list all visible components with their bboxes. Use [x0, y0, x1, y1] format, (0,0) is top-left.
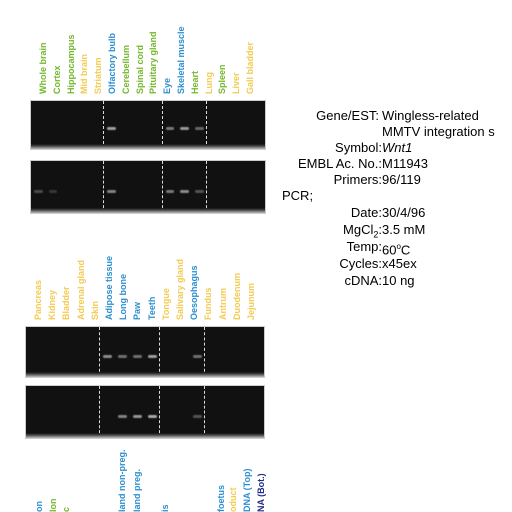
middle-lane-label: Teeth	[146, 296, 157, 320]
date-value: 30/4/96	[382, 205, 426, 220]
bottom-lane-label: on	[34, 501, 44, 512]
middle-lane-label: Paw	[132, 301, 143, 320]
mgcl-key: MgCl2:	[343, 222, 382, 240]
gel-primer-front	[26, 433, 264, 438]
lane-divider	[203, 386, 205, 438]
gel-band	[192, 354, 202, 358]
gene-value-line1: Wingless-related	[382, 108, 479, 123]
middle-lane-label: Salivary gland	[175, 258, 185, 320]
gel-band	[180, 189, 189, 193]
gel-band	[147, 414, 157, 418]
gel-primer-front	[31, 208, 265, 213]
bottom-lane-label: lon	[48, 498, 58, 512]
gel-band	[194, 189, 204, 193]
gel-primer-front	[26, 372, 264, 377]
lane-divider	[205, 161, 207, 213]
lane-divider	[161, 101, 163, 149]
gel-band	[165, 189, 175, 193]
symbol-key: Symbol:	[335, 140, 382, 155]
middle-lane-label: Antrum	[217, 288, 228, 320]
lane-divider	[203, 327, 205, 377]
gene-value-line2: MMTV integration s	[382, 124, 495, 139]
middle-lane-label: Bladder	[61, 286, 72, 320]
gel-band	[118, 414, 128, 418]
middle-lane-label: Long bone	[118, 274, 129, 320]
lane-divider	[205, 101, 207, 149]
gel-band	[194, 127, 204, 131]
bottom-lane-label: DNA (Top)	[242, 468, 252, 512]
bottom-lane-label: foetus	[216, 485, 226, 512]
lane-divider	[99, 386, 101, 438]
cycles-value: x45ex	[382, 256, 417, 271]
gel-band	[107, 189, 116, 193]
gel-panel-middle-1	[25, 326, 265, 378]
gel-panel-top-2	[30, 160, 266, 214]
embl-value: M11943	[382, 156, 429, 171]
mgcl-value: 3.5 mM	[382, 222, 426, 237]
lane-divider	[103, 101, 105, 149]
lane-divider	[161, 161, 163, 213]
gel-band	[133, 414, 143, 418]
middle-lane-labels: Pancreas Kidney Bladder Adrenal gland Skin Ad…	[0, 0, 270, 320]
gel-primer-front	[31, 144, 265, 149]
gel-panel-middle-2	[25, 385, 265, 439]
primers-value: 96/119	[382, 172, 421, 187]
middle-lane-label: Tongue	[160, 288, 171, 320]
lane-divider	[103, 161, 105, 213]
middle-lane-label: Kidney	[47, 289, 58, 320]
date-key: Date:	[350, 205, 382, 220]
bottom-lane-label: land non-preg.	[117, 449, 127, 512]
gel-panel-top-1	[30, 100, 266, 150]
pcr-label: PCR;	[282, 188, 314, 203]
lane-divider	[158, 386, 160, 438]
cdna-value: 10 ng	[382, 273, 415, 288]
bottom-lane-label: is	[160, 504, 170, 512]
gel-band	[165, 127, 175, 131]
gel-band	[147, 354, 157, 358]
symbol-value: Wnt1	[382, 140, 413, 155]
bottom-lane-label: land preg.	[132, 468, 142, 512]
middle-lane-label: Skin	[89, 300, 100, 320]
temp-value: 60oC	[382, 242, 411, 258]
middle-lane-label: Adrenal gland	[75, 259, 86, 320]
gel-band	[118, 354, 128, 358]
cdna-key: cDNA:	[344, 273, 382, 288]
gel-band	[133, 354, 143, 358]
gel-band	[107, 127, 116, 131]
gel-band	[103, 354, 113, 358]
gel-band	[48, 189, 58, 193]
gel-band	[180, 127, 189, 131]
bottom-lane-label: oduct	[228, 487, 238, 512]
middle-lane-label: Duodenum	[231, 273, 242, 320]
gel-band	[33, 189, 43, 193]
bottom-lane-label: c	[61, 506, 71, 512]
lane-divider	[99, 327, 101, 377]
gel-band	[192, 414, 202, 418]
embl-key: EMBL Ac. No.:	[297, 156, 382, 171]
gene-key: Gene/EST:	[316, 108, 379, 123]
middle-lane-label: Fundus	[203, 287, 214, 321]
lane-divider	[158, 327, 160, 377]
cycles-key: Cycles:	[339, 256, 382, 271]
middle-lane-label: Adipose tissue	[104, 255, 114, 320]
temp-key: Temp:	[346, 239, 382, 254]
middle-lane-label: Pancreas	[33, 279, 43, 320]
middle-lane-label: Oesophagus	[189, 265, 200, 320]
primers-key: Primers:	[333, 172, 382, 187]
bottom-lane-label: NA (Bot.)	[256, 473, 266, 512]
middle-lane-label: Jejunum	[246, 282, 256, 320]
